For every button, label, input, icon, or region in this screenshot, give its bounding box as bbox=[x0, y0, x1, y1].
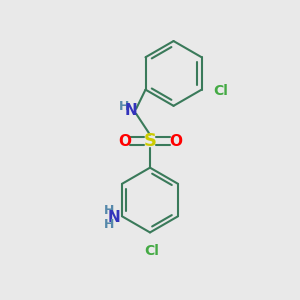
Text: O: O bbox=[118, 134, 131, 149]
Text: H: H bbox=[119, 100, 130, 113]
Text: N: N bbox=[124, 103, 137, 118]
Text: Cl: Cl bbox=[213, 84, 228, 98]
Text: N: N bbox=[107, 210, 120, 225]
Text: H: H bbox=[103, 218, 114, 231]
Text: Cl: Cl bbox=[144, 244, 159, 258]
Text: H: H bbox=[103, 205, 114, 218]
Text: S: S bbox=[143, 132, 157, 150]
Text: O: O bbox=[169, 134, 182, 149]
